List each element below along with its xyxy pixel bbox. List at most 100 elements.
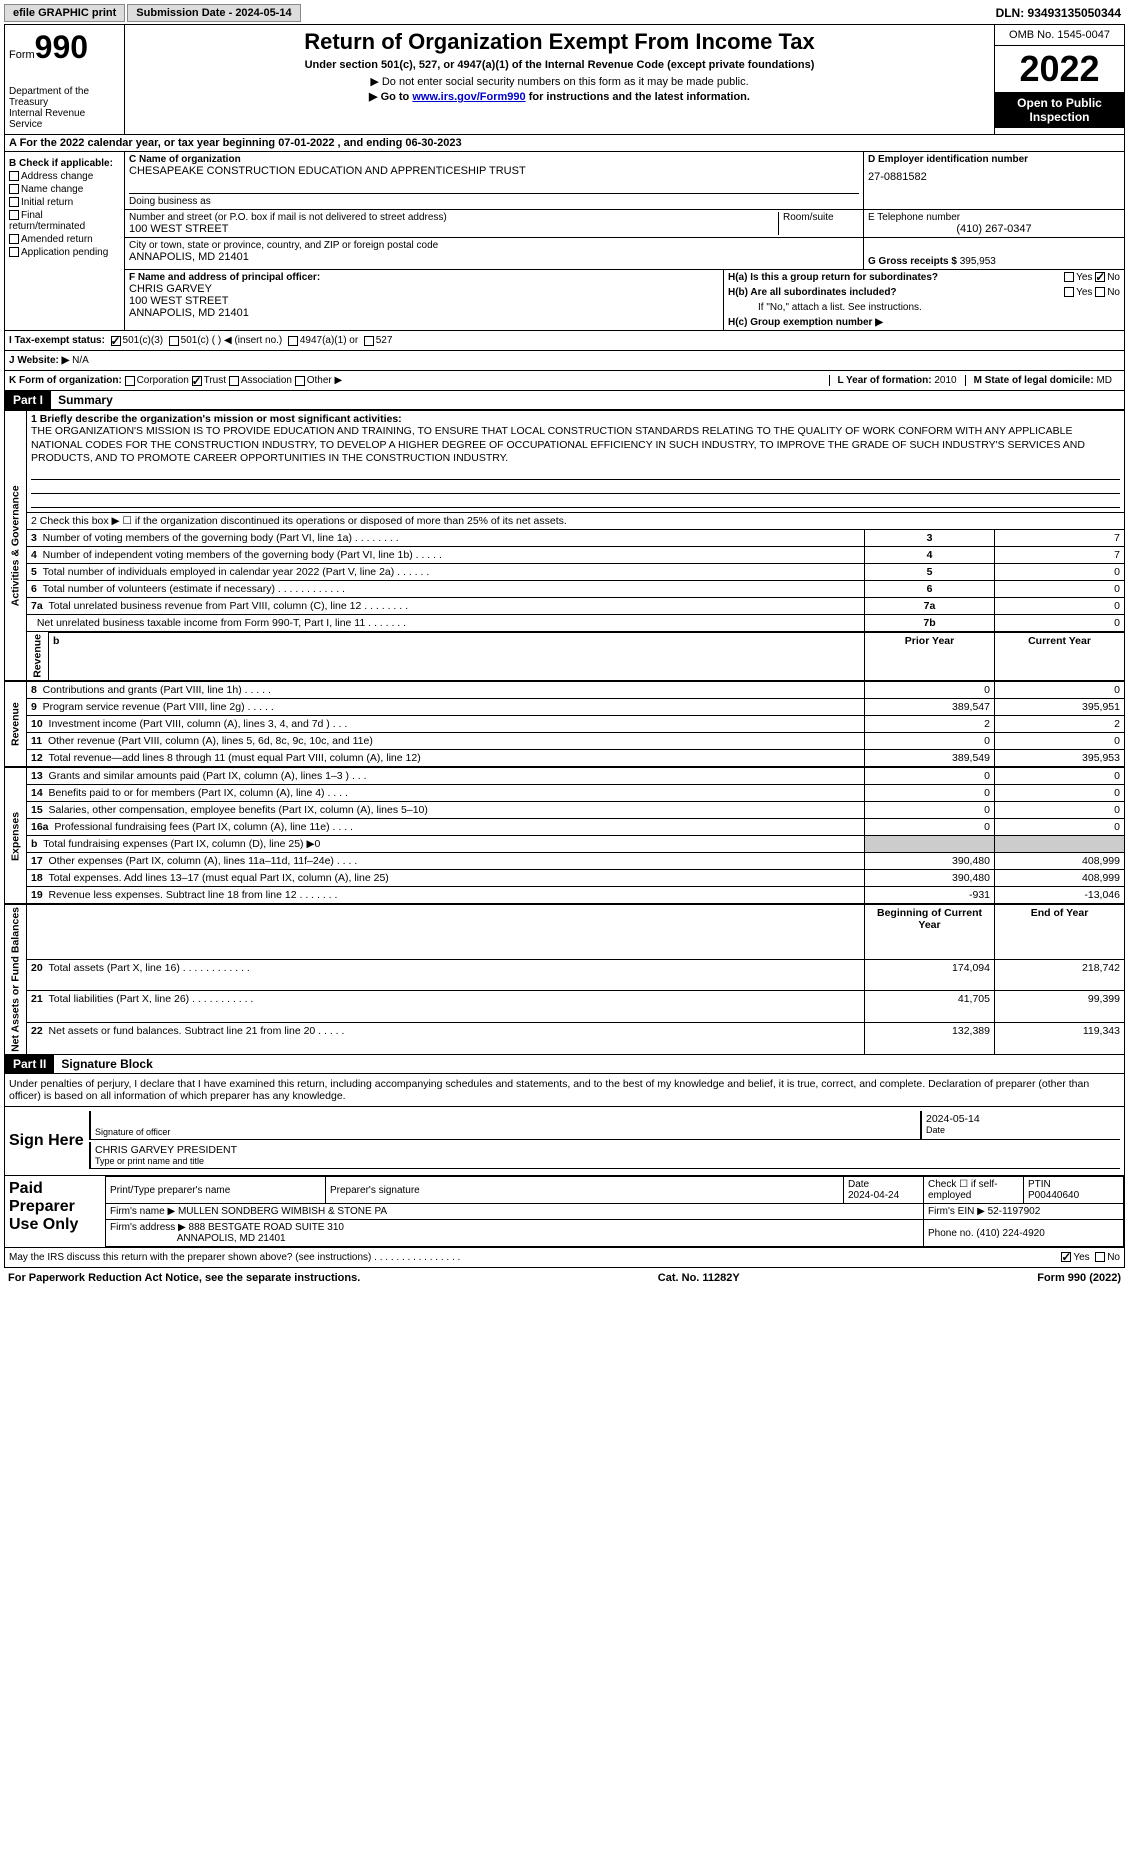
c-name-label: C Name of organization [129, 154, 859, 165]
f-label: F Name and address of principal officer: [129, 272, 719, 283]
side-rev: Revenue [27, 632, 49, 681]
revenue-table: Revenue8 Contributions and grants (Part … [4, 681, 1125, 767]
note-ssn: ▶ Do not enter social security numbers o… [129, 75, 990, 88]
hb-no[interactable] [1095, 287, 1105, 297]
d-label: D Employer identification number [868, 154, 1120, 165]
cb-label-0: Address change [21, 171, 93, 182]
g-label: G Gross receipts $ [868, 256, 957, 267]
hb-yes[interactable] [1064, 287, 1074, 297]
sign-here-label: Sign Here [9, 1111, 89, 1171]
part2-header: Part II [5, 1055, 54, 1073]
officer-street: 100 WEST STREET [129, 295, 719, 307]
cb-label-5: Application pending [21, 247, 108, 258]
checkbox-app[interactable] [9, 247, 19, 257]
sig-declaration: Under penalties of perjury, I declare th… [4, 1074, 1125, 1107]
form-top-right: OMB No. 1545-0047 2022 Open to Public In… [994, 25, 1124, 134]
check-self-employed: Check ☐ if self-employed [924, 1177, 1024, 1204]
form-top-center: Return of Organization Exempt From Incom… [125, 25, 994, 134]
hb-label: H(b) Are all subordinates included? [728, 287, 897, 298]
officer-name-title: CHRIS GARVEY PRESIDENT [95, 1144, 1116, 1156]
hb-note: If "No," attach a list. See instructions… [728, 302, 1120, 313]
note2-post: for instructions and the latest informat… [526, 91, 750, 103]
website-value: N/A [72, 355, 89, 366]
form-title: Return of Organization Exempt From Incom… [129, 29, 990, 55]
cb-4947[interactable] [288, 336, 298, 346]
phone-value: (410) 267-0347 [868, 223, 1120, 235]
col-current: Current Year [995, 632, 1125, 681]
section-j: J Website: ▶ N/A [4, 351, 1125, 371]
net-table: Net Assets or Fund Balances Beginning of… [4, 904, 1125, 1055]
sig-officer-label: Signature of officer [95, 1127, 916, 1137]
gross-receipts: 395,953 [960, 256, 996, 267]
may-irs-no[interactable] [1095, 1252, 1105, 1262]
cb-other[interactable] [295, 376, 305, 386]
ha-yes[interactable] [1064, 272, 1074, 282]
summary-table: Activities & Governance 1 Briefly descri… [4, 410, 1125, 681]
footer-cat: Cat. No. 11282Y [658, 1272, 740, 1284]
street-value: 100 WEST STREET [129, 223, 774, 235]
section-i: I Tax-exempt status: 501(c)(3) 501(c) ( … [4, 331, 1125, 351]
cb-label-3: Final return/terminated [9, 210, 85, 232]
org-name: CHESAPEAKE CONSTRUCTION EDUCATION AND AP… [129, 165, 859, 177]
paid-prep-label: Paid Preparer Use Only [5, 1176, 105, 1247]
city-label: City or town, state or province, country… [129, 240, 859, 251]
checkbox-name[interactable] [9, 184, 19, 194]
city-value: ANNAPOLIS, MD 21401 [129, 251, 859, 263]
efile-button[interactable]: efile GRAPHIC print [4, 4, 125, 22]
prep-date: 2024-04-24 [848, 1190, 899, 1201]
sig-date: 2024-05-14 [926, 1113, 1116, 1125]
footer-form: Form 990 (2022) [1037, 1272, 1121, 1284]
checkbox-amended[interactable] [9, 234, 19, 244]
tax-year: 2022 [995, 46, 1124, 92]
officer-city: ANNAPOLIS, MD 21401 [129, 307, 719, 319]
hc-label: H(c) Group exemption number ▶ [728, 317, 1120, 328]
cb-corp[interactable] [125, 376, 135, 386]
cb-501c[interactable] [169, 336, 179, 346]
form-top-left: Form 990 Department of the Treasury Inte… [5, 25, 125, 134]
checkbox-initial[interactable] [9, 197, 19, 207]
firm-name: MULLEN SONDBERG WIMBISH & STONE PA [178, 1206, 387, 1217]
submission-date-button[interactable]: Submission Date - 2024-05-14 [127, 4, 300, 22]
sign-here-section: Sign Here Signature of officer 2024-05-1… [4, 1107, 1125, 1176]
street-label: Number and street (or P.O. box if mail i… [129, 212, 774, 223]
note2-pre: ▶ Go to [369, 91, 412, 103]
dept-text: Department of the Treasury [9, 86, 120, 108]
cb-trust[interactable] [192, 376, 202, 386]
side-gov: Activities & Governance [5, 411, 27, 681]
form-word: Form [9, 49, 35, 61]
irs-text: Internal Revenue Service [9, 108, 120, 130]
dba-label: Doing business as [129, 193, 859, 207]
may-irs-row: May the IRS discuss this return with the… [4, 1248, 1125, 1268]
line2: 2 Check this box ▶ ☐ if the organization… [27, 512, 1125, 529]
irs-link[interactable]: www.irs.gov/Form990 [412, 91, 525, 103]
firm-addr: 888 BESTGATE ROAD SUITE 310 [189, 1222, 344, 1233]
col-c-main: C Name of organization CHESAPEAKE CONSTR… [125, 152, 1124, 330]
section-bd: B Check if applicable: Address change Na… [4, 152, 1125, 331]
dln-text: DLN: 93493135050344 [996, 6, 1125, 20]
i-label: I Tax-exempt status: [9, 335, 105, 346]
footer: For Paperwork Reduction Act Notice, see … [4, 1268, 1125, 1288]
expenses-table: Expenses13 Grants and similar amounts pa… [4, 767, 1125, 904]
footer-pra: For Paperwork Reduction Act Notice, see … [8, 1272, 360, 1284]
open-public: Open to Public Inspection [995, 92, 1124, 128]
room-label: Room/suite [779, 212, 859, 235]
part2-title: Signature Block [57, 1055, 156, 1073]
cb-label-4: Amended return [21, 234, 93, 245]
col-prior: Prior Year [865, 632, 995, 681]
checkbox-address[interactable] [9, 171, 19, 181]
cb-assoc[interactable] [229, 376, 239, 386]
checkbox-final[interactable] [9, 210, 19, 220]
type-name-label: Type or print name and title [95, 1156, 1116, 1166]
e-label: E Telephone number [868, 212, 1120, 223]
form-top: Form 990 Department of the Treasury Inte… [4, 24, 1125, 135]
cb-label-1: Name change [21, 184, 83, 195]
may-irs-yes[interactable] [1061, 1252, 1071, 1262]
paid-prep-section: Paid Preparer Use Only Print/Type prepar… [4, 1176, 1125, 1248]
ptin-value: P00440640 [1028, 1190, 1079, 1201]
ein-value: 27-0881582 [868, 171, 1120, 183]
ha-no[interactable] [1095, 272, 1105, 282]
mission-text: THE ORGANIZATION'S MISSION IS TO PROVIDE… [31, 425, 1120, 466]
cb-527[interactable] [364, 336, 374, 346]
cb-501c3[interactable] [111, 336, 121, 346]
section-b: B Check if applicable: Address change Na… [5, 152, 125, 330]
